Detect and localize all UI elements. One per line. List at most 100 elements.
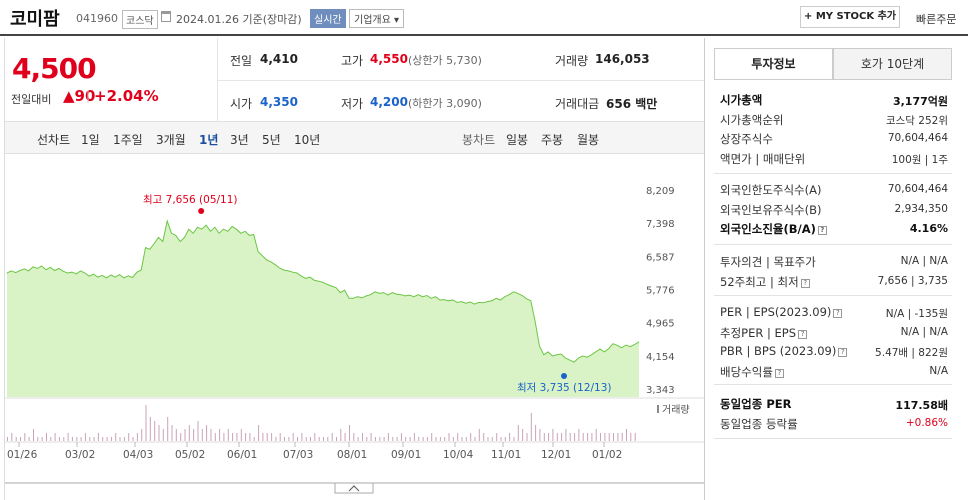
info-label: 동일업종 PER bbox=[720, 397, 792, 411]
info-label[interactable]: PBR | BPS (2023.09)? bbox=[720, 344, 848, 358]
volume-bar bbox=[517, 425, 519, 441]
volume-bar bbox=[80, 437, 82, 441]
volume-bar bbox=[223, 433, 225, 441]
tab-investment-info[interactable]: 투자정보 bbox=[714, 48, 833, 80]
volume-bar bbox=[141, 429, 143, 441]
period-3y[interactable]: 3년 bbox=[230, 133, 249, 147]
volume-bar bbox=[591, 433, 593, 441]
volume-bar bbox=[409, 437, 411, 441]
info-value: +0.86% bbox=[905, 416, 948, 429]
volume-bar bbox=[119, 437, 121, 441]
quick-order-link[interactable]: 빠른주문 bbox=[916, 13, 957, 26]
help-icon[interactable]: ? bbox=[774, 368, 784, 378]
volume-bar bbox=[444, 437, 446, 441]
volume-bar bbox=[106, 437, 108, 441]
change-percent: +2.04% bbox=[94, 87, 159, 105]
volume-bar bbox=[136, 433, 138, 441]
y-tick-label: 3,343 bbox=[646, 385, 675, 396]
volume-bar bbox=[67, 433, 69, 441]
help-icon[interactable]: ? bbox=[800, 278, 810, 288]
volume-bar bbox=[145, 405, 147, 441]
volume-bar bbox=[405, 437, 407, 441]
volume-bar bbox=[344, 433, 346, 441]
quote-date: 2024.01.26 기준(장마감) bbox=[176, 13, 302, 26]
info-value: N/A | N/A bbox=[900, 255, 948, 267]
info-label: 시가총액순위 bbox=[720, 112, 784, 127]
candle-daily[interactable]: 일봉 bbox=[506, 133, 529, 147]
amount-value: 656 백만 bbox=[606, 97, 658, 111]
volume-bar bbox=[569, 433, 571, 441]
volume-bar bbox=[262, 433, 264, 441]
company-info-dropdown[interactable]: 기업개요 ▾ bbox=[349, 9, 404, 28]
period-10y[interactable]: 10년 bbox=[294, 133, 321, 147]
volume-bar bbox=[271, 433, 273, 441]
x-tick-label: 12/01 bbox=[541, 449, 571, 461]
period-1y[interactable]: 1년 bbox=[199, 133, 219, 147]
volume-bar bbox=[50, 437, 52, 441]
volume-bar bbox=[626, 429, 627, 441]
volume-bar bbox=[245, 433, 247, 441]
collapse-chart-button[interactable] bbox=[334, 482, 374, 494]
volume-bar bbox=[461, 437, 463, 441]
volume-bar bbox=[214, 433, 216, 441]
help-icon[interactable]: ? bbox=[838, 348, 848, 357]
candle-monthly[interactable]: 월봉 bbox=[577, 133, 600, 147]
max-marker bbox=[198, 208, 205, 214]
volume-bar bbox=[167, 417, 169, 441]
volume-bar bbox=[539, 429, 541, 441]
volume-bar bbox=[33, 429, 34, 441]
volume-bar bbox=[600, 433, 601, 441]
volume-bar bbox=[128, 433, 130, 441]
y-tick-label: 5,776 bbox=[646, 286, 675, 297]
volume-bar bbox=[383, 437, 385, 441]
volume-bar bbox=[483, 433, 485, 441]
low-value: 4,200 bbox=[370, 95, 408, 109]
help-icon[interactable]: ? bbox=[817, 226, 827, 235]
period-5y[interactable]: 5년 bbox=[262, 133, 281, 147]
info-value: N/A | N/A bbox=[900, 325, 948, 338]
realtime-button[interactable]: 실시간 bbox=[310, 9, 346, 28]
y-tick-label: 6,587 bbox=[646, 252, 675, 263]
volume-bar bbox=[340, 429, 342, 441]
info-divider bbox=[714, 244, 952, 245]
volume-bar bbox=[379, 437, 381, 441]
period-1d[interactable]: 1일 bbox=[81, 133, 100, 147]
y-tick-label: 8,209 bbox=[646, 186, 675, 197]
info-label[interactable]: 외국인소진율(B/A)? bbox=[720, 221, 827, 237]
volume-bar bbox=[253, 437, 255, 441]
info-label[interactable]: 52주최고 | 최저? bbox=[720, 274, 810, 290]
volume-bar bbox=[76, 437, 78, 441]
price-line bbox=[6, 219, 640, 363]
volume-bar bbox=[621, 433, 623, 441]
info-label: 동일업종 등락률 bbox=[720, 416, 798, 431]
volume-bar bbox=[279, 433, 281, 441]
volume-bar bbox=[24, 433, 26, 441]
info-label[interactable]: 추정PER | EPS? bbox=[720, 325, 808, 341]
volume-bar bbox=[132, 437, 134, 441]
volume-bar bbox=[595, 429, 597, 441]
info-label[interactable]: PER | EPS(2023.09)? bbox=[720, 305, 843, 319]
price-chart[interactable]: 8,209 7,398 6,587 5,776 4,965 4,154 3,343 최고 7,… bbox=[5, 155, 704, 500]
volume-bar bbox=[288, 437, 290, 441]
volume-bar bbox=[522, 429, 524, 441]
volume-bar bbox=[84, 433, 86, 441]
volume-bar bbox=[331, 433, 333, 441]
volume-bar bbox=[54, 433, 56, 441]
period-3m[interactable]: 3개월 bbox=[156, 133, 186, 147]
volume-bar bbox=[240, 429, 242, 441]
help-icon[interactable]: ? bbox=[798, 329, 808, 339]
add-mystock-button[interactable]: + MY STOCK 추가 bbox=[800, 6, 900, 28]
help-icon[interactable]: ? bbox=[833, 309, 843, 318]
volume-bar bbox=[284, 437, 285, 441]
line-chart-label: 선차트 bbox=[37, 133, 71, 147]
info-label[interactable]: 배당수익률? bbox=[720, 364, 784, 380]
x-tick-label: 07/03 bbox=[283, 449, 313, 461]
candle-weekly[interactable]: 주봉 bbox=[541, 133, 564, 147]
period-1w[interactable]: 1주일 bbox=[113, 133, 143, 147]
volume-bar bbox=[149, 417, 151, 441]
tab-orderbook[interactable]: 호가 10단계 bbox=[833, 48, 952, 80]
volume-bar bbox=[374, 437, 376, 441]
volume-bar bbox=[11, 433, 13, 441]
volume-bar bbox=[413, 433, 415, 441]
investment-info-panel bbox=[704, 38, 968, 500]
